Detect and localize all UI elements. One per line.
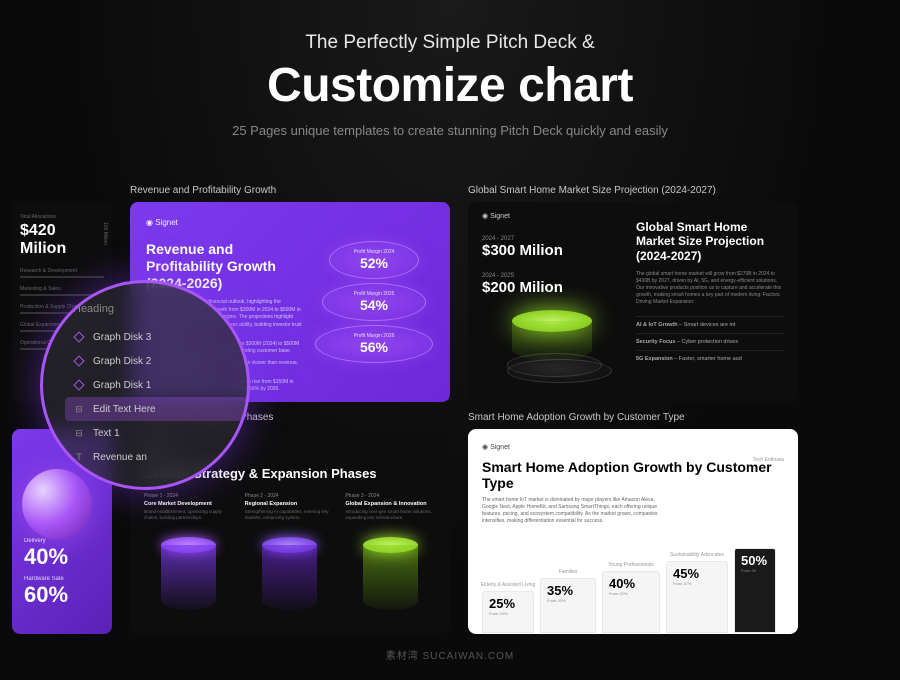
slide-market-projection[interactable]: ◉ Signet 2024 - 2027 $300 Milion 2024 - … xyxy=(468,202,798,402)
layer-item[interactable]: Graph Disk 3 xyxy=(65,325,247,349)
alloc-row: Research & Development xyxy=(20,268,104,278)
bar-item: Sustainability Advocates45%From 27% xyxy=(666,561,728,633)
diamond-icon xyxy=(73,379,85,391)
market-item: Security Focus – Cyber protection drives xyxy=(636,333,784,350)
header: The Perfectly Simple Pitch Deck & Custom… xyxy=(0,0,900,138)
phase-item: Phase 2 - 2024Regional ExpansionStrength… xyxy=(245,493,336,617)
phase-disk xyxy=(260,537,320,617)
brand-logo: ◉ Signet xyxy=(482,212,510,220)
phase-item: Phase 1 - 2024Core Market DevelopmentBra… xyxy=(144,493,235,617)
market-desc: The global smart home market will grow f… xyxy=(636,271,784,306)
alloc-amount: $420 Milion xyxy=(20,222,104,258)
text-icon: ⊟ xyxy=(73,427,85,439)
title-main: Customize chart xyxy=(0,58,900,113)
brand-logo: ◉ Signet xyxy=(482,443,784,451)
watermark: 素材湾 SUCAIWAN.COM xyxy=(386,647,514,662)
brand-logo: ◉ Signet xyxy=(146,218,302,227)
phases-row: Phase 1 - 2024Core Market DevelopmentBra… xyxy=(144,493,436,617)
card-label: Smart Home Adoption Growth by Customer T… xyxy=(468,412,798,423)
card-label xyxy=(12,185,112,196)
bar-item: Elderly & Assisted Living25%From 10% xyxy=(482,591,534,633)
side-label: Tech Enthusia xyxy=(753,457,784,463)
alloc-label: Total Allocations xyxy=(20,214,104,220)
phase-disk xyxy=(159,537,219,617)
layer-item[interactable]: ⊟ Edit Text Here xyxy=(65,397,247,421)
layer-label: Graph Disk 2 xyxy=(93,356,151,367)
split-value: 40% xyxy=(24,544,68,570)
slide-adoption-growth[interactable]: ◉ Signet Smart Home Adoption Growth by C… xyxy=(468,429,798,634)
layer-item[interactable]: ⊟ Text 1 xyxy=(65,421,247,445)
adoption-title: Smart Home Adoption Growth by Customer T… xyxy=(482,459,784,491)
card-label: Revenue and Profitability Growth xyxy=(130,185,450,196)
disk-chart: Profit Margin 202452% Profit Margin 20255… xyxy=(314,218,434,386)
cylinder-chart xyxy=(507,310,597,383)
disk-chart-item: Profit Margin 202554% xyxy=(322,283,426,321)
layer-item[interactable]: Graph Disk 1 xyxy=(65,373,247,397)
layer-label: Edit Text Here xyxy=(93,404,156,415)
text-icon: ⊟ xyxy=(73,403,85,415)
bar-item: 50%From 30 xyxy=(734,548,776,633)
phase-disk xyxy=(361,537,421,617)
sphere-chart xyxy=(22,469,92,539)
stat-value: $300 Milion xyxy=(482,242,622,259)
layer-label: Graph Disk 3 xyxy=(93,332,151,343)
split-value: 60% xyxy=(24,582,68,608)
phase-item: Phase 3 - 2024Global Expansion & Innovat… xyxy=(345,493,436,617)
stat-value: $200 Milion xyxy=(482,279,622,296)
disk-chart-item: Profit Margin 202656% xyxy=(315,325,433,363)
bar-item: Young Professionals40%From 22% xyxy=(602,571,660,633)
diamond-icon xyxy=(73,331,85,343)
market-title: Global Smart Home Market Size Projection… xyxy=(636,220,784,263)
split-label: Hardware Sale xyxy=(24,576,68,582)
market-item: 5G Expansion – Faster, smarter home aud xyxy=(636,350,784,367)
bar-chart: Elderly & Assisted Living25%From 10% Fam… xyxy=(482,543,784,633)
layers-panel[interactable]: Heading Graph Disk 3Graph Disk 2Graph Di… xyxy=(40,280,250,490)
layer-item[interactable]: Graph Disk 2 xyxy=(65,349,247,373)
alloc-side: 100 Milion xyxy=(102,222,108,245)
subtitle-top: The Perfectly Simple Pitch Deck & xyxy=(0,32,900,54)
slide-adoption-wrap: Smart Home Adoption Growth by Customer T… xyxy=(468,412,798,634)
market-item: AI & IoT Growth – Smart devices are int xyxy=(636,316,784,333)
layer-label: Revenue an xyxy=(93,452,147,463)
layer-label: Graph Disk 1 xyxy=(93,380,151,391)
card-label: Global Smart Home Market Size Projection… xyxy=(468,185,798,196)
text-icon: T xyxy=(73,451,85,463)
layer-label: Text 1 xyxy=(93,428,120,439)
split-label: Delivery xyxy=(24,538,68,544)
adoption-desc: The smart home IoT market is dominated b… xyxy=(482,497,663,525)
subtitle-bottom: 25 Pages unique templates to create stun… xyxy=(0,123,900,138)
diamond-icon xyxy=(73,355,85,367)
bar-item: Families35%From 20% xyxy=(540,578,596,633)
slide-market-wrap: Global Smart Home Market Size Projection… xyxy=(468,185,798,402)
disk-chart-item: Profit Margin 202452% xyxy=(329,241,419,279)
